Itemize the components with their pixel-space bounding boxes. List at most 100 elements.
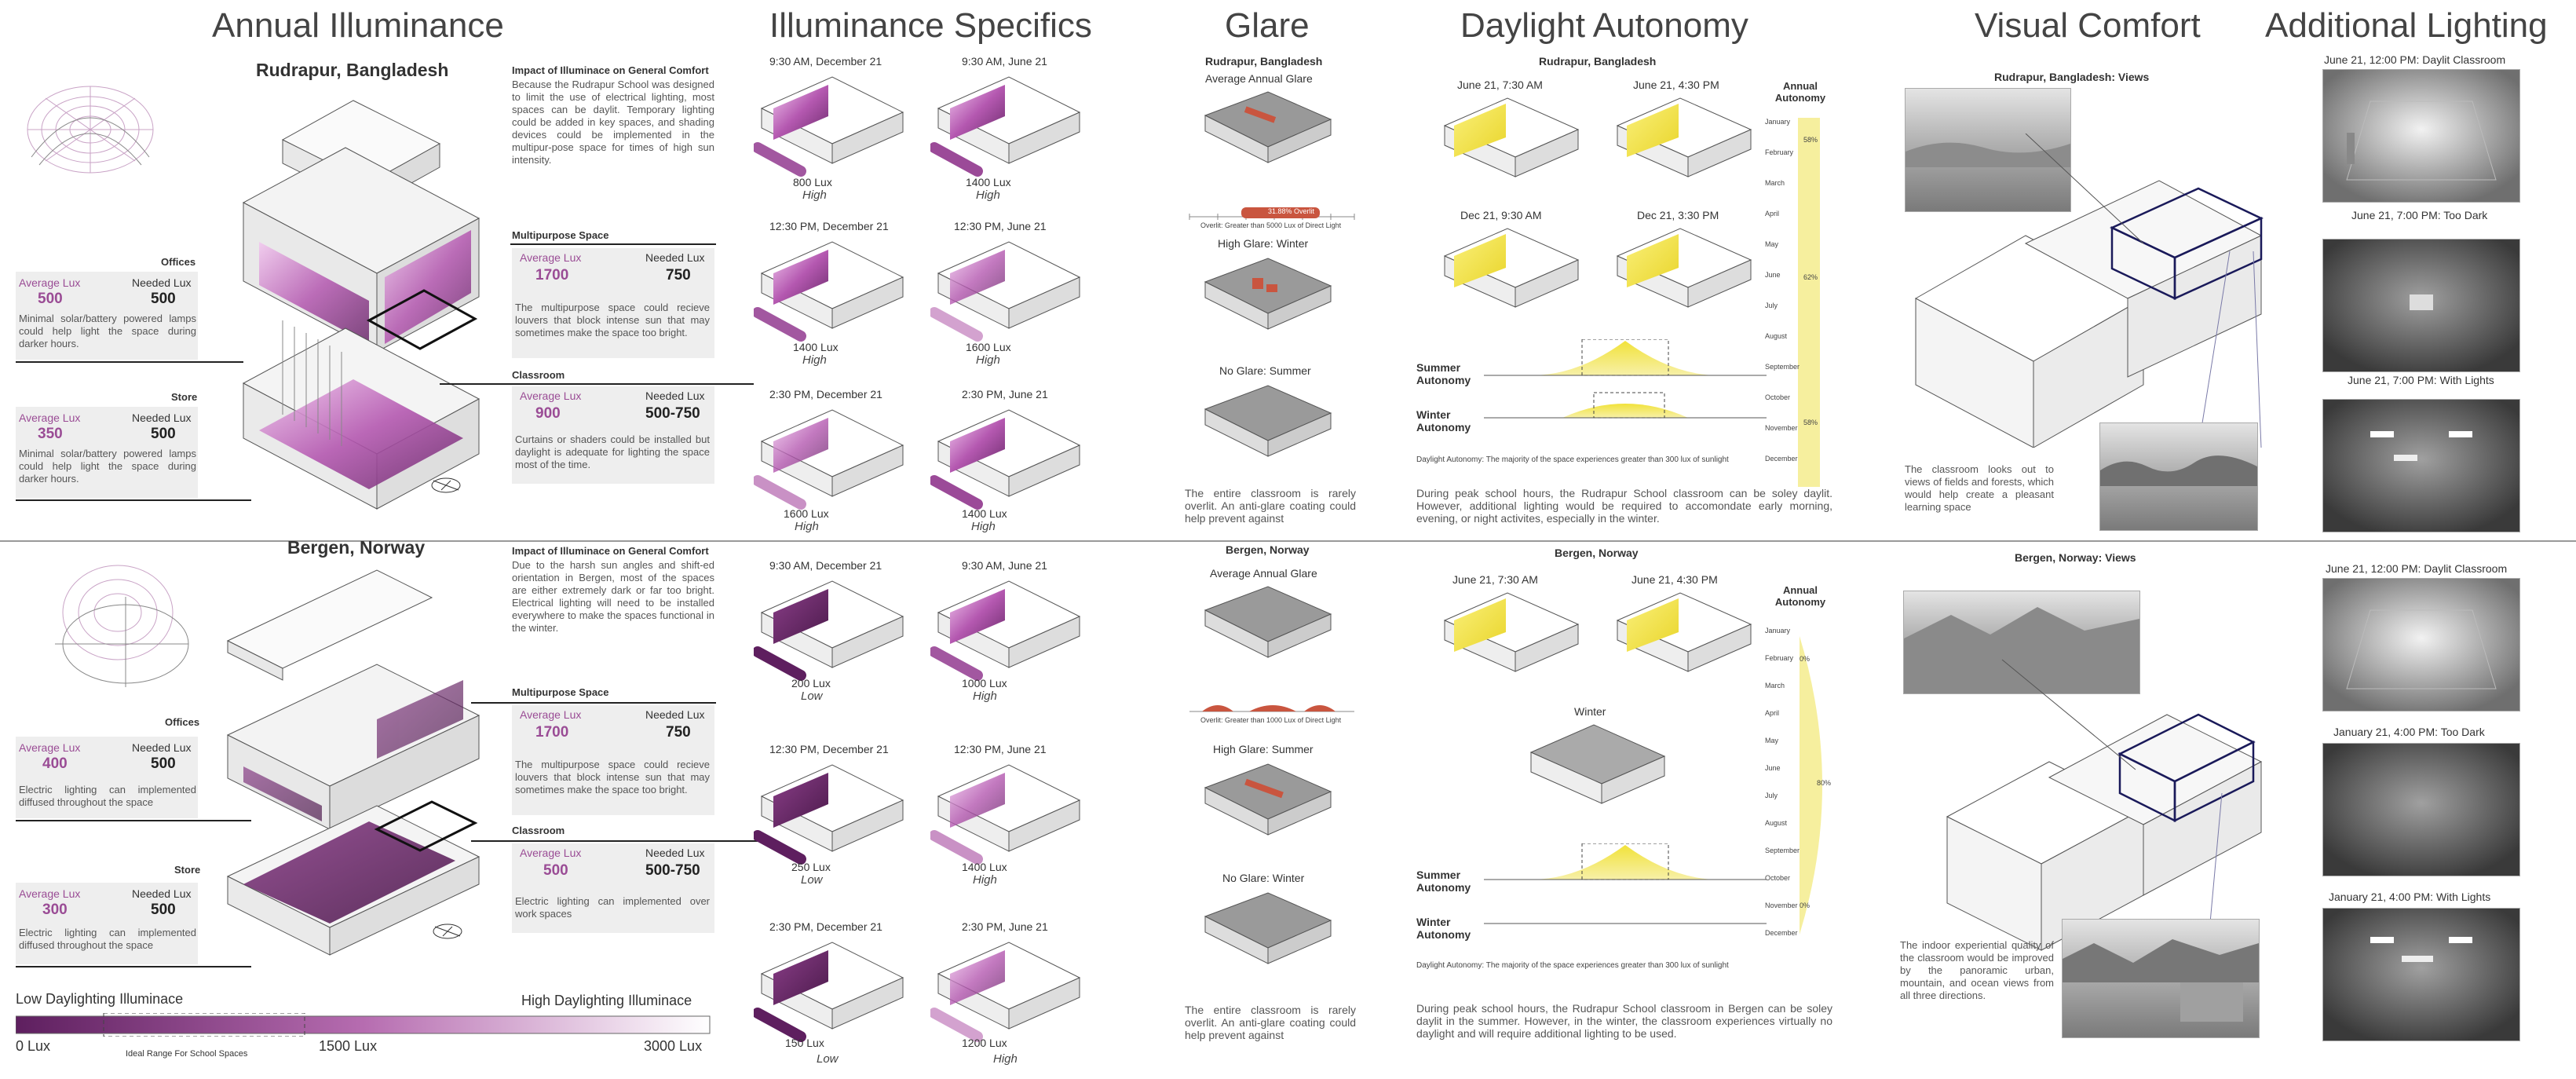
winter-autonomy-curve	[1484, 392, 1767, 419]
impact-title-bergen: Impact of Illuminace on General Comfort	[512, 545, 709, 557]
store-avg-lux-rudrapur: 350	[38, 426, 63, 442]
store-need-lux-bergen: 500	[151, 902, 176, 918]
daylight-room	[1616, 592, 1752, 672]
daylight-room	[1529, 724, 1666, 804]
additional-cap-1-rudrapur: June 21, 12:00 PM: Daylit Classroom	[2324, 53, 2506, 66]
glare-room	[1204, 763, 1332, 836]
room-render	[754, 764, 904, 865]
store-label-bergen: Store	[174, 864, 201, 876]
view-photo-forest	[2099, 422, 2258, 531]
classroom-avg-lux-rudrapur: 900	[535, 405, 561, 422]
summer-autonomy-curve	[1484, 339, 1767, 376]
additional-cap-2-rudrapur: June 21, 7:00 PM: Too Dark	[2351, 209, 2488, 221]
glare-scale	[1189, 207, 1355, 220]
classroom-need-lux-rudrapur: 500-750	[645, 405, 700, 422]
impact-text-rudrapur: Because the Rudrapur School was designed…	[512, 79, 714, 166]
room-render	[930, 241, 1081, 342]
leader-line	[16, 361, 243, 363]
daylight-panel-rudrapur: Rudrapur, Bangladesh June 21, 7:30 AM Ju…	[1416, 55, 1832, 525]
render-daylit-classroom	[2322, 578, 2520, 711]
room-render	[754, 942, 904, 1042]
offices-need-lux-rudrapur: 500	[151, 291, 176, 307]
offices-need-lux-bergen: 500	[151, 755, 176, 772]
title-glare: Glare	[1225, 6, 1310, 45]
room-render	[930, 942, 1081, 1042]
classroom-box-rudrapur: Average Lux 900 Needed Lux 500-750 Curta…	[512, 386, 714, 484]
glare-room	[1204, 586, 1332, 658]
impact-title-rudrapur: Impact of Illuminace on General Comfort	[512, 64, 709, 76]
glare-room	[1204, 892, 1332, 964]
view-photo-mountains	[1903, 591, 2140, 694]
classroom-label-rudrapur: Classroom	[512, 369, 565, 381]
store-box-bergen: Average Lux 300 Needed Lux 500 Electric …	[16, 883, 198, 964]
classroom-need-lux-bergen: 500-750	[645, 862, 700, 879]
visual-heading-rudrapur: Rudrapur, Bangladesh: Views	[1994, 71, 2150, 83]
visual-heading-bergen: Bergen, Norway: Views	[2015, 551, 2136, 564]
row-divider	[0, 540, 2576, 542]
multipurpose-label-rudrapur: Multipurpose Space	[512, 229, 609, 241]
multipurpose-avg-lux-rudrapur: 1700	[535, 267, 569, 283]
classroom-label-bergen: Classroom	[512, 825, 565, 836]
specifics-col-dec-rudrapur: 9:30 AM, December 21 800 Lux High 12:30 …	[754, 53, 934, 540]
daylight-room	[1443, 592, 1580, 672]
daylight-room	[1443, 97, 1580, 177]
title-daylight-autonomy: Daylight Autonomy	[1460, 6, 1748, 45]
offices-box-bergen: Average Lux 400 Needed Lux 500 Electric …	[16, 737, 198, 818]
legend-tick-0: 0 Lux	[16, 1038, 51, 1054]
building-view-axon-bergen	[1946, 659, 2263, 966]
leader-line	[16, 820, 251, 821]
visual-text-rudrapur: The classroom looks out to views of fiel…	[1905, 463, 2054, 513]
summer-autonomy-curve	[1484, 843, 1767, 880]
store-avg-lux-bergen: 300	[42, 902, 68, 918]
render-too-dark	[2322, 239, 2520, 372]
offices-label-rudrapur: Offices	[161, 256, 196, 268]
leader-line	[510, 243, 716, 245]
multipurpose-need-lux-rudrapur: 750	[666, 267, 691, 283]
classroom-box-bergen: Average Lux 500 Needed Lux 500-750 Elect…	[512, 843, 714, 933]
multipurpose-avg-lux-bergen: 1700	[535, 724, 569, 741]
glare-room	[1204, 258, 1332, 330]
month-axis: January February March April May June Ju…	[1765, 118, 1800, 463]
room-render	[754, 241, 904, 342]
offices-avg-lux-rudrapur: 500	[38, 291, 63, 307]
daylight-room	[1616, 97, 1752, 177]
specifics-col-jun-bergen: 9:30 AM, June 21 1000 Lux High 12:30 PM,…	[930, 558, 1111, 1076]
additional-cap-3-rudrapur: June 21, 7:00 PM: With Lights	[2348, 374, 2494, 386]
daylight-panel-bergen: Bergen, Norway June 21, 7:30 AM June 21,…	[1416, 547, 1832, 1040]
building-view-axon-rudrapur	[1914, 134, 2264, 448]
legend-low: Low Daylighting Illuminace	[16, 991, 184, 1007]
legend-tick-1500: 1500 Lux	[319, 1038, 378, 1054]
room-render	[930, 764, 1081, 865]
building-axonometric-bergen	[226, 569, 480, 956]
multipurpose-label-bergen: Multipurpose Space	[512, 686, 609, 698]
offices-avg-lux-bergen: 400	[42, 755, 68, 772]
offices-box-rudrapur: Average Lux 500 Needed Lux 500 Minimal s…	[16, 272, 198, 360]
annual-autonomy-bar	[1800, 636, 1822, 935]
room-render	[930, 580, 1081, 681]
classroom-avg-lux-bergen: 500	[543, 862, 568, 879]
store-box-rudrapur: Average Lux 350 Needed Lux 500 Minimal s…	[16, 407, 198, 498]
city-title-rudrapur: Rudrapur, Bangladesh	[256, 60, 449, 80]
room-render	[930, 409, 1081, 510]
room-render	[930, 76, 1081, 177]
view-photo-urban	[2062, 919, 2260, 1038]
specifics-col-dec-bergen: 9:30 AM, December 21 200 Lux Low 12:30 P…	[754, 558, 934, 1076]
additional-cap-1-bergen: June 21, 12:00 PM: Daylit Classroom	[2326, 562, 2508, 575]
render-daylit-classroom	[2322, 69, 2520, 203]
impact-text-bergen: Due to the harsh sun angles and shift-ed…	[512, 559, 714, 634]
glare-room	[1204, 385, 1332, 457]
lux-gradient-bar	[16, 1013, 711, 1037]
leader-line	[16, 499, 251, 501]
daylight-room	[1443, 228, 1580, 308]
glare-scale	[1189, 705, 1354, 712]
leader-line	[471, 702, 716, 704]
leader-line	[471, 840, 762, 842]
glare-panel-rudrapur: Rudrapur, Bangladesh Average Annual Glar…	[1185, 55, 1356, 525]
glare-panel-bergen: Bergen, Norway Average Annual Glare 19% …	[1185, 543, 1356, 1041]
title-visual-comfort: Visual Comfort	[1975, 6, 2201, 45]
multipurpose-need-lux-bergen: 750	[666, 724, 691, 741]
room-render	[754, 409, 904, 510]
store-label-rudrapur: Store	[171, 391, 198, 403]
additional-cap-3-bergen: January 21, 4:00 PM: With Lights	[2329, 891, 2491, 903]
legend-ideal-range: Ideal Range For School Spaces	[126, 1049, 248, 1059]
